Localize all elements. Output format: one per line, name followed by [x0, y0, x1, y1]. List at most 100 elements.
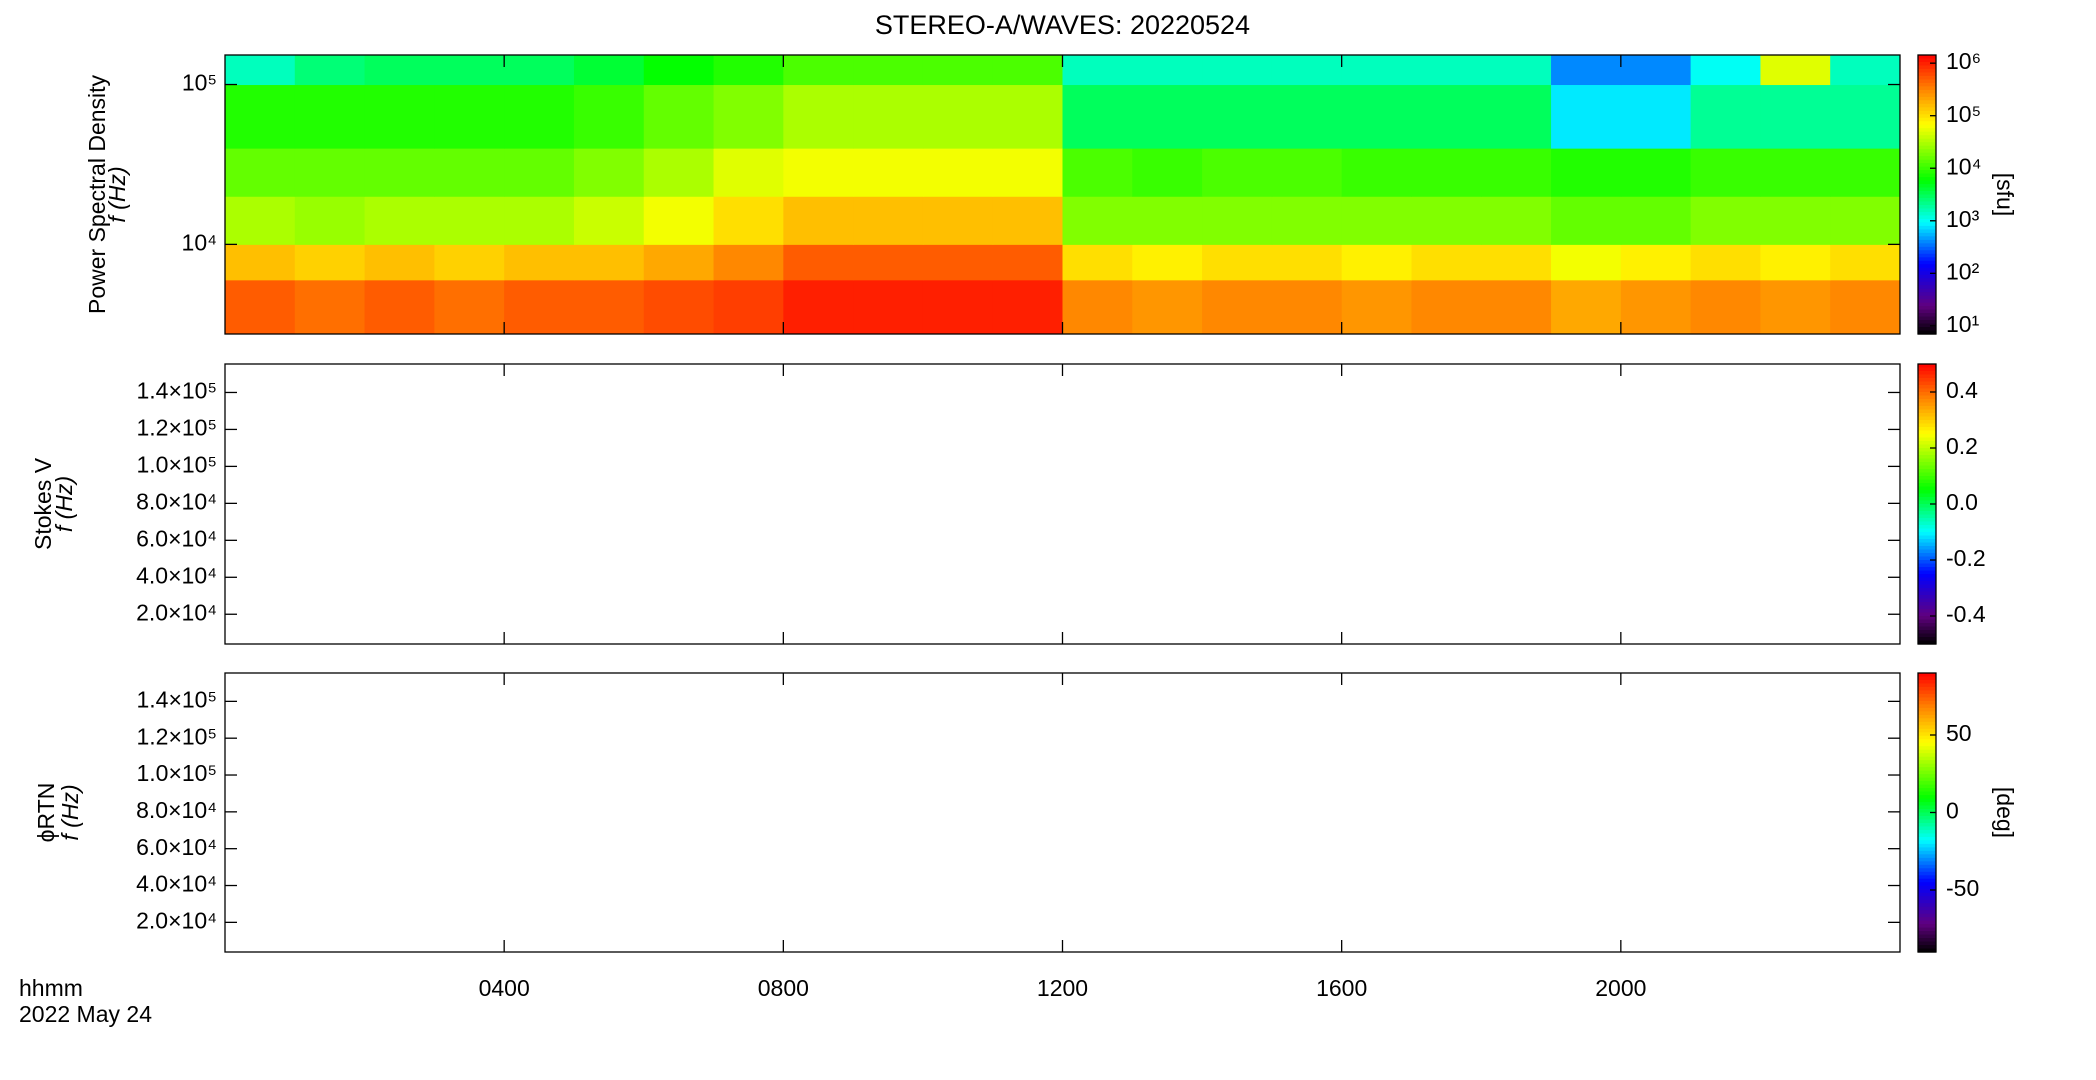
heatmap-cell — [364, 148, 435, 197]
colorbar-swatch — [1918, 742, 1936, 747]
heatmap-cell — [713, 244, 784, 281]
colorbar-tick-label: 0.0 — [1946, 489, 1978, 515]
colorbar-swatch — [1918, 170, 1936, 175]
heatmap-cell — [1551, 244, 1622, 281]
colorbar-swatch — [1918, 121, 1936, 126]
colorbar-swatch — [1918, 166, 1936, 171]
heatmap-cell — [1551, 196, 1622, 245]
heatmap-cell — [1411, 279, 1482, 335]
heatmap-cell — [1551, 84, 1622, 149]
heatmap-cell — [1760, 55, 1831, 86]
colorbar-tick-label: 10² — [1946, 258, 1980, 284]
heatmap-cell — [1271, 55, 1343, 86]
colorbar-swatch — [1918, 871, 1936, 876]
y-axis-label: f (Hz) — [57, 784, 83, 840]
colorbar-swatch — [1918, 574, 1936, 579]
y-tick-label: 6.0×10⁴ — [136, 525, 217, 551]
heatmap-cell — [434, 55, 505, 86]
colorbar-swatch — [1918, 630, 1936, 635]
colorbar-swatch — [1918, 718, 1936, 723]
heatmap-cell — [713, 55, 784, 86]
heatmap-cell — [573, 84, 645, 149]
heatmap-cell — [1132, 244, 1203, 281]
colorbar-swatch — [1918, 920, 1936, 925]
colorbar-swatch — [1918, 725, 1936, 730]
heatmap-cell — [853, 55, 924, 86]
heatmap-cell — [1481, 196, 1552, 245]
heatmap-cell — [364, 279, 435, 335]
colorbar-swatch — [1918, 128, 1936, 133]
colorbar-swatch — [1918, 924, 1936, 929]
colorbar-swatch — [1918, 239, 1936, 244]
heatmap-cell — [294, 244, 366, 281]
colorbar-swatch — [1918, 490, 1936, 495]
colorbar-swatch — [1918, 836, 1936, 841]
colorbar-swatch — [1918, 815, 1936, 821]
heatmap-cell — [1202, 196, 1273, 245]
colorbar-swatch — [1918, 829, 1936, 835]
colorbar-swatch — [1918, 135, 1936, 140]
heatmap-cell — [643, 55, 715, 86]
colorbar-swatch — [1918, 497, 1936, 502]
colorbar-swatch — [1918, 767, 1936, 772]
colorbar-swatch — [1918, 107, 1936, 112]
heatmap-cell — [1202, 148, 1273, 197]
heatmap-cell — [1481, 55, 1552, 86]
heatmap-cell — [1132, 148, 1203, 197]
heatmap-cell — [853, 279, 924, 335]
heatmap-cell — [225, 196, 296, 245]
colorbar-swatch — [1918, 521, 1936, 526]
colorbar-swatch — [1918, 451, 1936, 456]
heatmap-cell — [1341, 84, 1412, 149]
heatmap-cell — [294, 279, 366, 335]
colorbar-swatch — [1918, 145, 1936, 150]
heatmap-cell — [922, 244, 994, 281]
heatmap-cell — [1830, 244, 1901, 281]
colorbar-swatch — [1918, 700, 1936, 705]
heatmap-cell — [1620, 244, 1692, 281]
colorbar-swatch — [1918, 546, 1936, 551]
heatmap-cell — [1062, 55, 1133, 86]
colorbar-swatch — [1918, 721, 1936, 726]
colorbar-swatch — [1918, 313, 1936, 318]
colorbar-swatch — [1918, 476, 1936, 481]
colorbar-swatch — [1918, 609, 1936, 614]
colorbar-swatch — [1918, 330, 1936, 335]
heatmap-cell — [364, 55, 435, 86]
colorbar-swatch — [1918, 388, 1936, 393]
heatmap-cell — [853, 244, 924, 281]
colorbar-swatch — [1918, 934, 1936, 939]
colorbar-swatch — [1918, 208, 1936, 213]
heatmap-cell — [1271, 196, 1343, 245]
heatmap-cell — [1202, 279, 1273, 335]
heatmap-cell — [1690, 84, 1761, 149]
colorbar-swatch — [1918, 264, 1936, 269]
heatmap-cell — [573, 55, 645, 86]
colorbar-swatch — [1918, 306, 1936, 311]
heatmap-cell — [434, 244, 505, 281]
colorbar-swatch — [1918, 714, 1936, 719]
colorbar-swatch — [1918, 640, 1936, 645]
y-tick-label: 2.0×10⁴ — [136, 599, 217, 625]
colorbar-swatch — [1918, 278, 1936, 283]
colorbar-swatch — [1918, 72, 1936, 77]
heatmap-cell — [1411, 244, 1482, 281]
heatmap-cell — [1690, 148, 1761, 197]
x-axis-label: hhmm — [19, 975, 83, 1001]
colorbar-swatch — [1918, 441, 1936, 446]
colorbar-swatch — [1918, 938, 1936, 943]
colorbar-swatch — [1918, 458, 1936, 463]
heatmap-cell — [1341, 244, 1412, 281]
colorbar-swatch — [1918, 532, 1936, 537]
heatmap-cell — [1202, 55, 1273, 86]
colorbar-swatch — [1918, 274, 1936, 279]
colorbar-swatch — [1918, 673, 1936, 678]
colorbar-swatch — [1918, 770, 1936, 775]
colorbar-swatch — [1918, 413, 1936, 418]
colorbar-swatch — [1918, 843, 1936, 848]
colorbar-swatch — [1918, 948, 1936, 953]
heatmap-cell — [853, 196, 924, 245]
heatmap-cell — [992, 55, 1063, 86]
heatmap-cell — [783, 84, 854, 149]
colorbar-swatch — [1918, 945, 1936, 950]
